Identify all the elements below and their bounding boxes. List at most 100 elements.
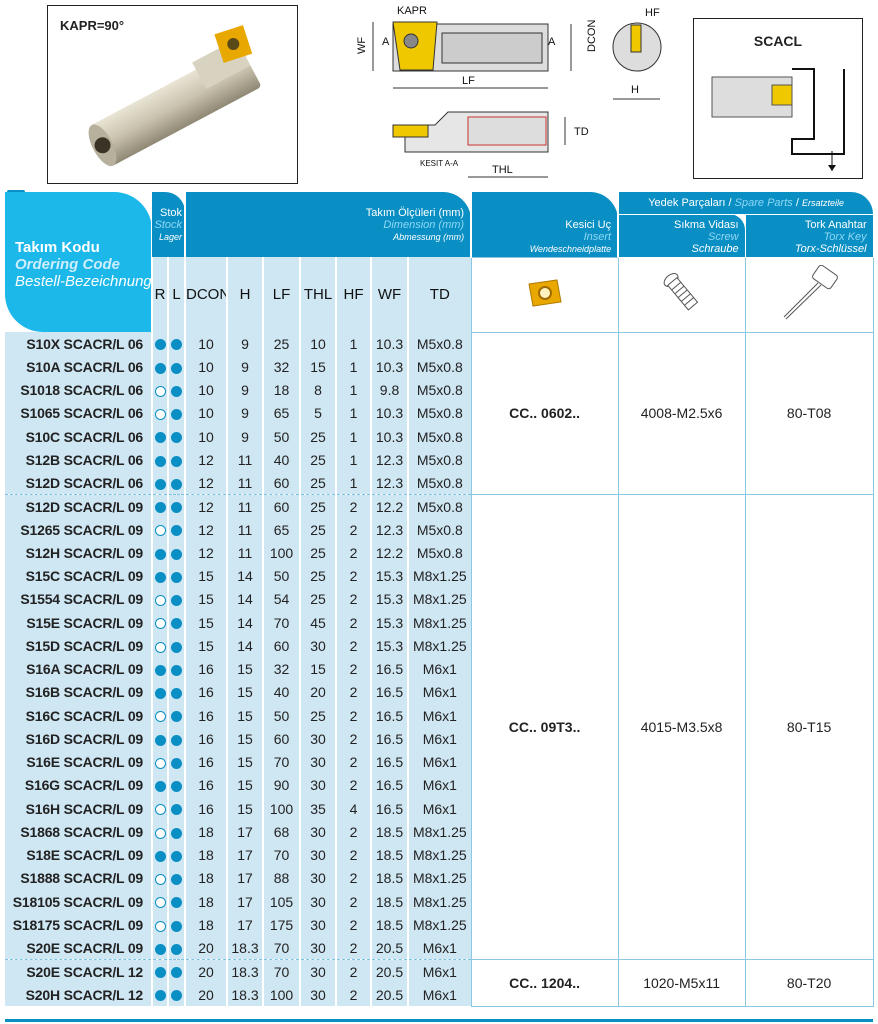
cell-h: 14 xyxy=(226,634,264,658)
col-td: TD xyxy=(407,257,472,332)
stock-filled-icon xyxy=(171,804,182,816)
cell-thl: 25 xyxy=(299,494,337,518)
stock-l xyxy=(166,936,186,960)
cell-dcon: 12 xyxy=(184,448,228,472)
cell-dcon: 18 xyxy=(184,820,228,844)
stock-r xyxy=(151,866,168,890)
insert-icon xyxy=(528,278,562,307)
key-en: Torx Key xyxy=(823,230,867,243)
cell-lf: 70 xyxy=(262,936,301,960)
stock-l xyxy=(166,983,186,1007)
screw-tr: Sıkma Vidası xyxy=(673,218,739,231)
cell-hf: 1 xyxy=(335,448,372,472)
stock-r xyxy=(151,890,168,914)
boring-application-diagram xyxy=(711,68,845,171)
cell-h: 18.3 xyxy=(226,936,264,960)
stock-filled-icon xyxy=(154,967,166,979)
stock-filled-icon xyxy=(154,502,166,514)
cell-hf: 2 xyxy=(335,634,372,658)
table-row: S1554 SCACR/L 09 15 14 54 25 2 15.3 M8x1.25 xyxy=(5,587,873,611)
ordering-code: S1065 SCACR/L 06 xyxy=(5,401,152,425)
stock-open-icon xyxy=(154,827,166,839)
stock-r xyxy=(151,797,168,821)
cell-thl: 30 xyxy=(299,773,337,797)
table-row: S16H SCACR/L 09 16 15 100 35 4 16.5 M6x1 xyxy=(5,797,873,821)
stock-filled-icon xyxy=(171,618,182,630)
insert-en: Insert xyxy=(583,230,612,243)
cell-thl: 25 xyxy=(299,564,337,588)
key-code: 80-T08 xyxy=(744,331,874,496)
ordering-code: S16C SCACR/L 09 xyxy=(5,704,152,728)
cell-hf: 1 xyxy=(335,471,372,495)
code-header-de: Bestell-Bezeichnung xyxy=(15,273,152,290)
stock-open-icon xyxy=(154,525,166,537)
cell-td: M8x1.25 xyxy=(407,587,472,611)
cell-thl: 30 xyxy=(299,890,337,914)
stock-filled-icon xyxy=(171,409,182,421)
hf-dim-label: HF xyxy=(645,7,660,19)
cell-lf: 18 xyxy=(262,378,301,402)
screw-en: Screw xyxy=(708,230,739,243)
cell-thl: 15 xyxy=(299,355,337,379)
cell-thl: 30 xyxy=(299,843,337,867)
scacl-application-box: SCACL xyxy=(693,18,863,179)
screw-icon xyxy=(663,272,698,311)
stock-l xyxy=(166,704,186,728)
cell-h: 14 xyxy=(226,587,264,611)
cell-thl: 30 xyxy=(299,866,337,890)
cell-thl: 15 xyxy=(299,657,337,681)
cell-thl: 30 xyxy=(299,820,337,844)
stock-l xyxy=(166,959,186,983)
cell-hf: 2 xyxy=(335,587,372,611)
stock-filled-icon xyxy=(171,967,182,979)
cell-hf: 2 xyxy=(335,936,372,960)
stock-filled-icon xyxy=(154,781,166,793)
cell-td: M8x1.25 xyxy=(407,843,472,867)
ordering-code: S20E SCACR/L 09 xyxy=(5,936,152,960)
stock-r xyxy=(151,494,168,518)
section-label: KESIT A-A xyxy=(420,159,459,168)
cell-dcon: 16 xyxy=(184,704,228,728)
stock-filled-icon xyxy=(171,525,182,537)
col-lf: LF xyxy=(262,257,301,332)
cell-hf: 4 xyxy=(335,797,372,821)
stock-r xyxy=(151,750,168,774)
cell-dcon: 15 xyxy=(184,587,228,611)
dcon-dim-label: DCON xyxy=(586,20,598,52)
cell-h: 15 xyxy=(226,727,264,751)
ordering-code: S12B SCACR/L 06 xyxy=(5,448,152,472)
cell-h: 11 xyxy=(226,541,264,565)
cell-wf: 16.5 xyxy=(370,680,409,704)
cell-h: 15 xyxy=(226,773,264,797)
cell-td: M5x0.8 xyxy=(407,332,472,356)
ordering-code: S1018 SCACR/L 06 xyxy=(5,378,152,402)
stock-r xyxy=(151,820,168,844)
cell-dcon: 16 xyxy=(184,727,228,751)
ordering-code: S1868 SCACR/L 09 xyxy=(5,820,152,844)
cell-lf: 70 xyxy=(262,611,301,635)
cell-hf: 2 xyxy=(335,680,372,704)
key-code: 80-T20 xyxy=(744,959,874,1007)
section-a-left: A xyxy=(382,36,390,48)
cell-wf: 16.5 xyxy=(370,750,409,774)
table-row: S1888 SCACR/L 09 18 17 88 30 2 18.5 M8x1.25 xyxy=(5,866,873,890)
cell-td: M5x0.8 xyxy=(407,541,472,565)
spare-en: Spare Parts xyxy=(734,196,793,209)
cell-wf: 18.5 xyxy=(370,820,409,844)
insert-tr: Kesici Uç xyxy=(565,218,612,231)
cell-td: M5x0.8 xyxy=(407,494,472,518)
stock-l xyxy=(166,518,186,542)
cell-lf: 60 xyxy=(262,471,301,495)
cell-lf: 50 xyxy=(262,564,301,588)
stock-r xyxy=(151,564,168,588)
key-code: 80-T15 xyxy=(744,494,874,961)
stock-r xyxy=(151,471,168,495)
cell-h: 14 xyxy=(226,611,264,635)
cell-hf: 2 xyxy=(335,959,372,983)
stock-filled-icon xyxy=(171,990,182,1002)
stock-l xyxy=(166,913,186,937)
cell-td: M8x1.25 xyxy=(407,634,472,658)
cell-h: 17 xyxy=(226,820,264,844)
stock-r xyxy=(151,936,168,960)
table-row: S1265 SCACR/L 09 12 11 65 25 2 12.3 M5x0.8 xyxy=(5,518,873,542)
